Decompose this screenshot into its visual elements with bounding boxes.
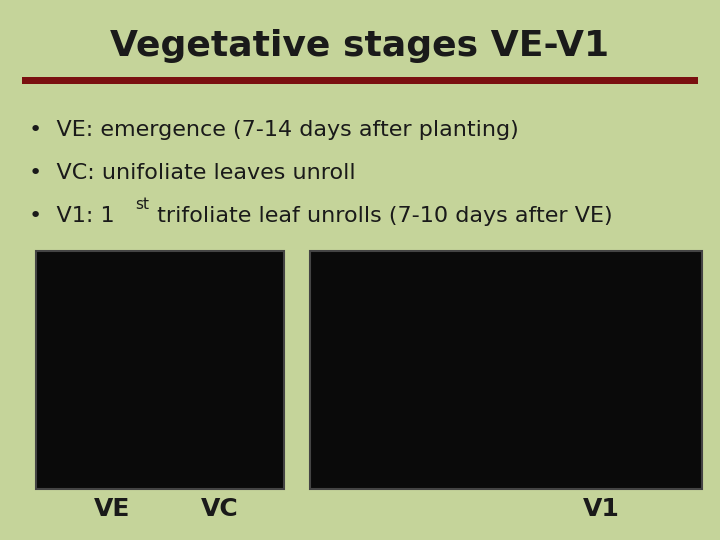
Text: trifoliate leaf unrolls (7-10 days after VE): trifoliate leaf unrolls (7-10 days after…: [150, 206, 613, 226]
Text: st: st: [135, 197, 149, 212]
Text: •  VE: emergence (7-14 days after planting): • VE: emergence (7-14 days after plantin…: [29, 119, 518, 140]
Text: •  VC: unifoliate leaves unroll: • VC: unifoliate leaves unroll: [29, 163, 356, 183]
Text: VE: VE: [94, 497, 130, 521]
Text: VC: VC: [201, 497, 238, 521]
Bar: [310, 251, 702, 489]
Text: •  V1: 1: • V1: 1: [29, 206, 114, 226]
Bar: [22, 77, 698, 84]
Text: Vegetative stages VE-V1: Vegetative stages VE-V1: [110, 29, 610, 63]
Text: V1: V1: [582, 497, 620, 521]
Bar: [36, 251, 284, 489]
